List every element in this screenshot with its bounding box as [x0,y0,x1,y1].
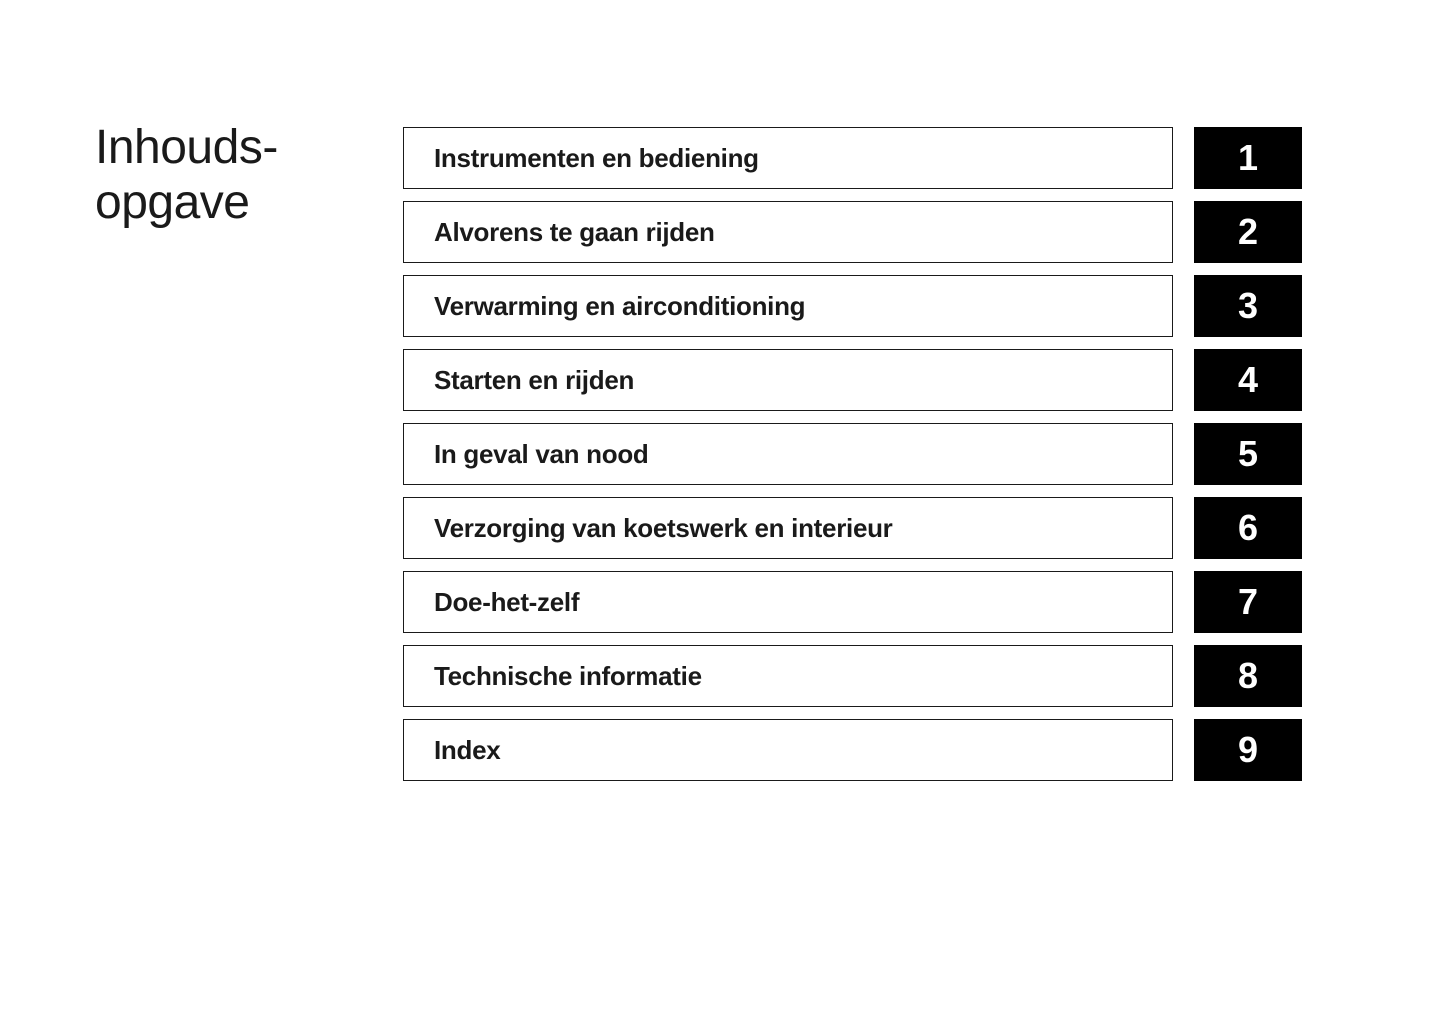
number-tab: 7 [1194,571,1302,633]
page-container: Inhouds- opgave Instrumenten en bedienin… [0,0,1445,1026]
page-title: Inhouds- opgave [95,120,278,230]
number-tabs: 1 2 3 4 5 6 7 8 9 [1194,127,1302,793]
toc-item: Instrumenten en bediening [403,127,1173,189]
toc-item-label: In geval van nood [434,439,649,470]
number-tab-label: 9 [1238,729,1258,771]
number-tab: 4 [1194,349,1302,411]
toc-item: Starten en rijden [403,349,1173,411]
number-tab: 2 [1194,201,1302,263]
number-tab: 5 [1194,423,1302,485]
number-tab-label: 6 [1238,507,1258,549]
number-tab: 1 [1194,127,1302,189]
toc-item-label: Starten en rijden [434,365,634,396]
toc-item-label: Index [434,735,500,766]
toc-item: In geval van nood [403,423,1173,485]
number-tab-label: 4 [1238,359,1258,401]
toc-list: Instrumenten en bediening Alvorens te ga… [403,127,1173,793]
toc-item-label: Doe-het-zelf [434,587,579,618]
toc-item-label: Alvorens te gaan rijden [434,217,715,248]
number-tab-label: 1 [1238,137,1258,179]
number-tab: 8 [1194,645,1302,707]
number-tab-label: 5 [1238,433,1258,475]
number-tab: 6 [1194,497,1302,559]
toc-item-label: Technische informatie [434,661,702,692]
number-tab-label: 2 [1238,211,1258,253]
toc-item: Doe-het-zelf [403,571,1173,633]
number-tab-label: 3 [1238,285,1258,327]
toc-item: Index [403,719,1173,781]
toc-item: Alvorens te gaan rijden [403,201,1173,263]
toc-item: Technische informatie [403,645,1173,707]
toc-item: Verzorging van koetswerk en interieur [403,497,1173,559]
toc-item-label: Instrumenten en bediening [434,143,759,174]
number-tab-label: 7 [1238,581,1258,623]
title-line-1: Inhouds- [95,121,278,174]
toc-item-label: Verwarming en airconditioning [434,291,805,322]
number-tab: 9 [1194,719,1302,781]
toc-item: Verwarming en airconditioning [403,275,1173,337]
number-tab: 3 [1194,275,1302,337]
toc-item-label: Verzorging van koetswerk en interieur [434,513,893,544]
title-line-2: opgave [95,176,249,229]
number-tab-label: 8 [1238,655,1258,697]
